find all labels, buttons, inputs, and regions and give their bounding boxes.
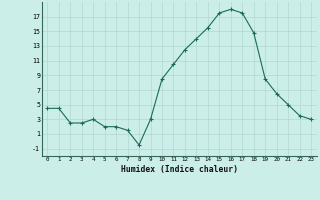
X-axis label: Humidex (Indice chaleur): Humidex (Indice chaleur) [121, 165, 238, 174]
